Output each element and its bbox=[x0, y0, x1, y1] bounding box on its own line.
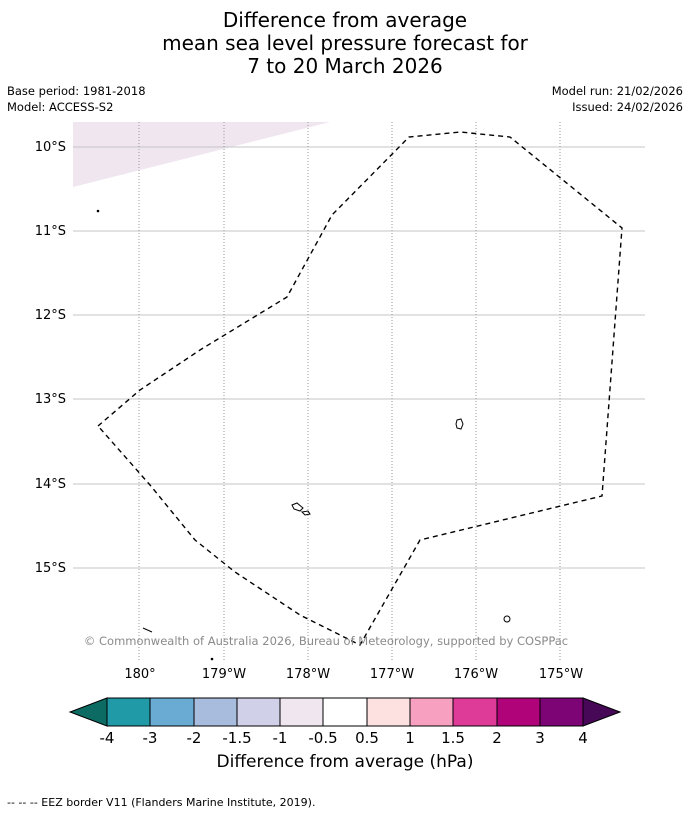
colorbar-seg-3 bbox=[193, 697, 238, 727]
lon-label-179w: 179°W bbox=[202, 667, 246, 682]
lon-label-176w: 176°W bbox=[454, 667, 498, 682]
island-reef-sw bbox=[142, 627, 153, 633]
meta-right: Model run: 21/02/2026 Issued: 24/02/2026 bbox=[552, 83, 683, 115]
colorbar-ticks: -4 -3 -2 -1.5 -1 -0.5 0.5 1 1.5 2 3 4 bbox=[100, 729, 588, 747]
lat-label-10s: 10°S bbox=[35, 140, 66, 155]
cb-tick-4: -1 bbox=[273, 729, 288, 747]
meta-left: Base period: 1981-2018 Model: ACCESS-S2 bbox=[7, 83, 146, 115]
title-line-3: 7 to 20 March 2026 bbox=[247, 54, 443, 78]
model-run: Model run: 21/02/2026 bbox=[551, 84, 683, 98]
colorbar-seg-2 bbox=[149, 697, 195, 727]
title-line-1: Difference from average bbox=[222, 8, 468, 32]
eez-border bbox=[97, 131, 623, 646]
colorbar-extend-high bbox=[582, 697, 622, 727]
lat-labels: 10°S 11°S 12°S 13°S 14°S 15°S bbox=[35, 140, 66, 576]
cb-tick-3: -1.5 bbox=[222, 729, 251, 747]
island-alofi bbox=[300, 510, 311, 516]
cb-tick-11: 4 bbox=[578, 729, 588, 747]
colorbar-seg-4 bbox=[236, 697, 281, 727]
cb-tick-10: 3 bbox=[535, 729, 545, 747]
lon-label-175w: 175°W bbox=[539, 667, 583, 682]
islet-nw bbox=[96, 209, 100, 213]
cb-tick-2: -2 bbox=[187, 729, 202, 747]
cb-tick-0: -4 bbox=[100, 729, 115, 747]
cb-tick-6: 0.5 bbox=[355, 729, 379, 747]
island-small-se bbox=[503, 615, 511, 623]
lat-label-14s: 14°S bbox=[35, 477, 66, 492]
cb-tick-8: 1.5 bbox=[441, 729, 465, 747]
colorbar-seg-1 bbox=[106, 697, 151, 727]
lon-gridlines bbox=[138, 122, 561, 660]
cb-tick-5: -0.5 bbox=[308, 729, 337, 747]
colorbar-extend-low bbox=[68, 697, 108, 727]
colorbar bbox=[68, 697, 622, 727]
colorbar-seg-10 bbox=[496, 697, 541, 727]
islands bbox=[96, 209, 511, 661]
colorbar-title: Difference from average (hPa) bbox=[216, 752, 474, 772]
island-futuna bbox=[291, 502, 304, 512]
island-wallis bbox=[455, 418, 464, 430]
lat-label-12s: 12°S bbox=[35, 308, 66, 323]
colorbar-seg-5 bbox=[279, 697, 324, 727]
colorbar-seg-9 bbox=[452, 697, 498, 727]
issued-date: Issued: 24/02/2026 bbox=[572, 100, 683, 114]
lat-label-13s: 13°S bbox=[35, 392, 66, 407]
eez-footnote: -- -- -- EEZ border V11 (Flanders Marine… bbox=[7, 796, 316, 809]
lon-labels: 180° 179°W 178°W 177°W 176°W 175°W bbox=[124, 667, 583, 682]
colorbar-seg-7 bbox=[366, 697, 411, 727]
islet-s bbox=[210, 657, 214, 661]
colorbar-seg-8 bbox=[409, 697, 454, 727]
lat-label-15s: 15°S bbox=[35, 561, 66, 576]
lat-label-11s: 11°S bbox=[35, 224, 66, 239]
lon-label-177w: 177°W bbox=[370, 667, 414, 682]
base-period: Base period: 1981-2018 bbox=[7, 84, 146, 98]
colorbar-seg-11 bbox=[539, 697, 584, 727]
lon-label-178w: 178°W bbox=[286, 667, 330, 682]
lon-label-180: 180° bbox=[124, 667, 155, 682]
anomaly-shading bbox=[73, 122, 330, 187]
cb-tick-1: -3 bbox=[143, 729, 158, 747]
cb-tick-7: 1 bbox=[405, 729, 415, 747]
copyright-notice: © Commonwealth of Australia 2026, Bureau… bbox=[84, 634, 568, 648]
title-line-2: mean sea level pressure forecast for bbox=[162, 31, 528, 55]
colorbar-seg-6 bbox=[322, 697, 368, 727]
model-name: Model: ACCESS-S2 bbox=[7, 100, 114, 114]
cb-tick-9: 2 bbox=[492, 729, 502, 747]
lat-gridlines bbox=[73, 146, 645, 569]
